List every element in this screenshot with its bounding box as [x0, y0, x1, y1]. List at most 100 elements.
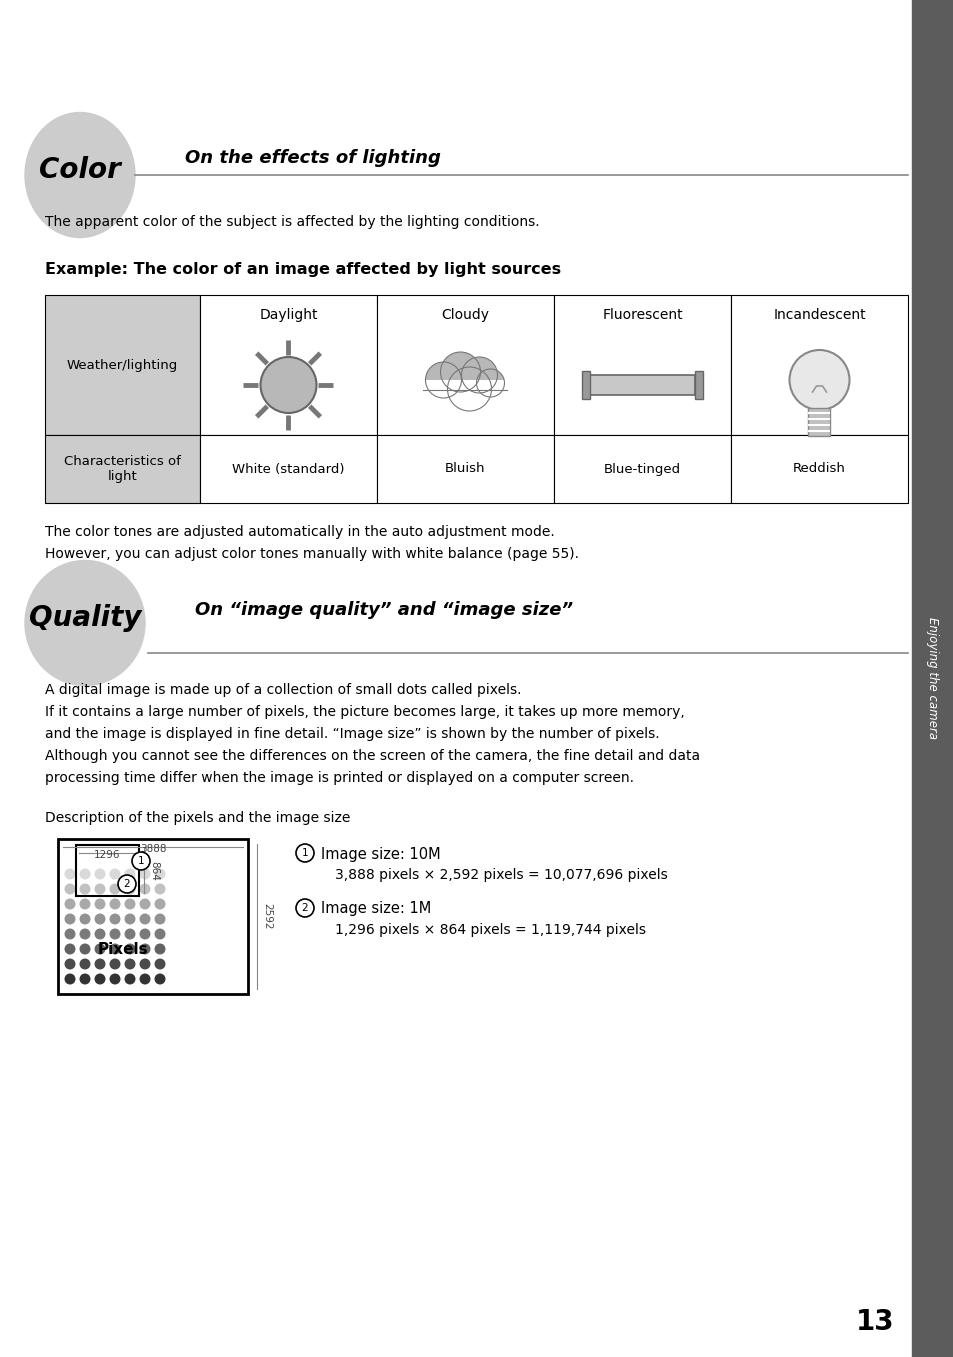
Text: On “image quality” and “image size”: On “image quality” and “image size” — [194, 601, 573, 619]
Text: 3,888 pixels × 2,592 pixels = 10,077,696 pixels: 3,888 pixels × 2,592 pixels = 10,077,696… — [335, 868, 667, 882]
Text: Fluorescent: Fluorescent — [601, 308, 682, 322]
Circle shape — [125, 928, 135, 939]
Text: White (standard): White (standard) — [232, 463, 344, 475]
Circle shape — [139, 868, 151, 879]
Bar — [695, 370, 702, 399]
Ellipse shape — [25, 560, 145, 685]
Bar — [554, 294, 730, 436]
Text: Blue-tinged: Blue-tinged — [603, 463, 680, 475]
Circle shape — [154, 868, 165, 879]
Text: Example: The color of an image affected by light sources: Example: The color of an image affected … — [45, 262, 560, 277]
Text: Incandescent: Incandescent — [772, 308, 865, 322]
Circle shape — [94, 913, 106, 924]
Circle shape — [65, 943, 75, 954]
Text: 1,296 pixels × 864 pixels = 1,119,744 pixels: 1,296 pixels × 864 pixels = 1,119,744 pi… — [335, 923, 645, 936]
Text: Image size: 10M: Image size: 10M — [320, 847, 440, 862]
Text: Daylight: Daylight — [259, 308, 317, 322]
Circle shape — [94, 973, 106, 984]
Circle shape — [65, 883, 75, 894]
Circle shape — [125, 898, 135, 909]
Circle shape — [79, 883, 91, 894]
Circle shape — [125, 943, 135, 954]
Text: 2: 2 — [124, 879, 131, 889]
Circle shape — [79, 868, 91, 879]
Circle shape — [154, 973, 165, 984]
Circle shape — [139, 958, 151, 969]
Circle shape — [125, 913, 135, 924]
Circle shape — [79, 928, 91, 939]
Text: However, you can adjust color tones manually with white balance (page 55).: However, you can adjust color tones manu… — [45, 547, 578, 560]
Text: Quality: Quality — [29, 604, 141, 632]
Text: The apparent color of the subject is affected by the lighting conditions.: The apparent color of the subject is aff… — [45, 214, 539, 229]
Circle shape — [139, 928, 151, 939]
Circle shape — [154, 898, 165, 909]
Bar — [200, 294, 376, 436]
Text: Reddish: Reddish — [792, 463, 845, 475]
Circle shape — [154, 913, 165, 924]
Text: Color: Color — [39, 156, 121, 185]
Text: 864: 864 — [149, 860, 159, 881]
Circle shape — [110, 868, 120, 879]
Circle shape — [154, 958, 165, 969]
Text: Description of the pixels and the image size: Description of the pixels and the image … — [45, 811, 350, 825]
Circle shape — [79, 973, 91, 984]
Text: and the image is displayed in fine detail. “Image size” is shown by the number o: and the image is displayed in fine detai… — [45, 727, 659, 741]
Text: 3888: 3888 — [139, 844, 166, 854]
Text: Cloudy: Cloudy — [441, 308, 489, 322]
Text: Although you cannot see the differences on the screen of the camera, the fine de: Although you cannot see the differences … — [45, 749, 700, 763]
Circle shape — [79, 898, 91, 909]
Circle shape — [65, 973, 75, 984]
Text: Pixels: Pixels — [97, 942, 148, 957]
Circle shape — [65, 898, 75, 909]
Bar — [911, 0, 953, 1357]
Bar — [730, 436, 907, 503]
Text: If it contains a large number of pixels, the picture becomes large, it takes up : If it contains a large number of pixels,… — [45, 706, 684, 719]
Circle shape — [125, 868, 135, 879]
Circle shape — [65, 928, 75, 939]
Circle shape — [94, 943, 106, 954]
Circle shape — [110, 928, 120, 939]
Text: 2: 2 — [301, 902, 308, 913]
Bar — [423, 380, 507, 415]
Circle shape — [154, 883, 165, 894]
Text: Weather/lighting: Weather/lighting — [67, 358, 178, 372]
Circle shape — [65, 958, 75, 969]
Circle shape — [94, 928, 106, 939]
Bar — [58, 839, 248, 993]
Circle shape — [476, 369, 504, 398]
Circle shape — [139, 913, 151, 924]
Text: A digital image is made up of a collection of small dots called pixels.: A digital image is made up of a collecti… — [45, 683, 521, 697]
Bar — [45, 436, 200, 503]
Circle shape — [425, 362, 461, 398]
Circle shape — [139, 883, 151, 894]
Circle shape — [295, 898, 314, 917]
Circle shape — [94, 958, 106, 969]
Circle shape — [447, 366, 491, 411]
Bar — [581, 370, 589, 399]
Bar — [589, 375, 695, 395]
Text: Bluish: Bluish — [445, 463, 485, 475]
Circle shape — [94, 868, 106, 879]
Circle shape — [110, 973, 120, 984]
Ellipse shape — [25, 113, 135, 237]
Circle shape — [65, 913, 75, 924]
Circle shape — [110, 883, 120, 894]
Bar — [807, 408, 830, 436]
Bar — [376, 294, 554, 436]
Circle shape — [125, 973, 135, 984]
Text: 2592: 2592 — [262, 904, 272, 930]
Bar — [554, 436, 730, 503]
Circle shape — [295, 844, 314, 862]
Text: 1: 1 — [301, 848, 308, 858]
Text: Image size: 1M: Image size: 1M — [320, 901, 431, 916]
Circle shape — [110, 898, 120, 909]
Circle shape — [94, 883, 106, 894]
Bar — [76, 845, 139, 896]
Circle shape — [789, 350, 848, 410]
Circle shape — [260, 357, 316, 413]
Circle shape — [110, 913, 120, 924]
Bar — [730, 294, 907, 436]
Circle shape — [79, 913, 91, 924]
Circle shape — [154, 928, 165, 939]
Circle shape — [65, 868, 75, 879]
